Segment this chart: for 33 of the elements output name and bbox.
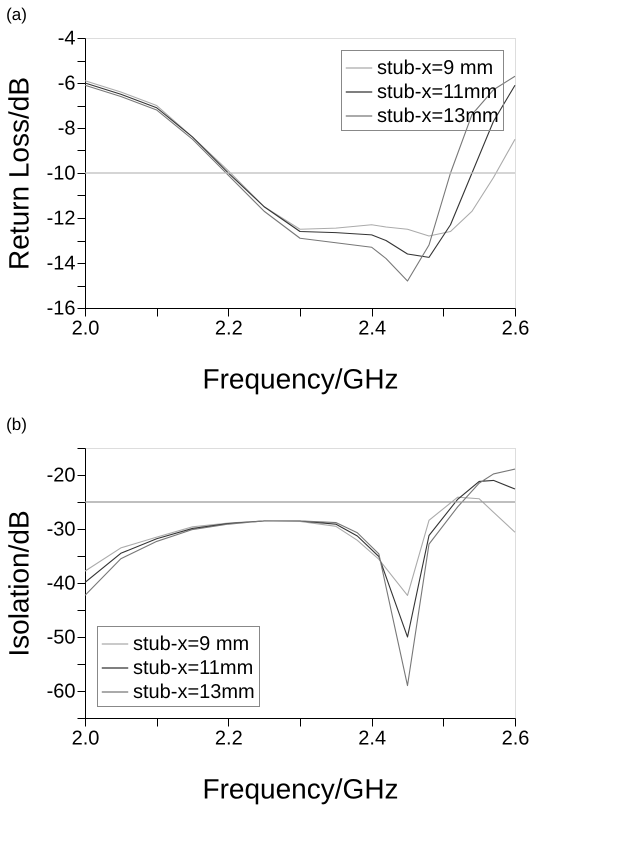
legend-label: stub-x=13mm bbox=[377, 105, 499, 127]
x-tick-label: 2.4 bbox=[358, 728, 386, 750]
x-axis-title: Frequency/GHz bbox=[202, 774, 399, 804]
y-axis-title: Return Loss/dB bbox=[4, 77, 35, 270]
y-tick-label: -16 bbox=[46, 298, 76, 320]
line-series bbox=[84, 496, 516, 596]
chart-title: (a) bbox=[6, 5, 27, 24]
legend-label: stub-x=11mm bbox=[133, 657, 254, 679]
x-tick-label: 2.6 bbox=[502, 318, 530, 340]
x-tick-label: 2.6 bbox=[502, 728, 530, 750]
x-tick-label: 2.0 bbox=[72, 728, 100, 750]
y-tick-label: -40 bbox=[46, 572, 76, 594]
y-tick-label: -50 bbox=[46, 626, 76, 648]
x-axis-title: Frequency/GHz bbox=[202, 364, 399, 394]
y-tick-label: -4 bbox=[58, 28, 76, 50]
legend-label: stub-x=9 mm bbox=[133, 633, 250, 655]
y-tick-label: -20 bbox=[46, 464, 76, 486]
x-tick-label: 2.4 bbox=[358, 318, 386, 340]
y-tick-label: -60 bbox=[46, 680, 76, 702]
x-tick-label: 2.0 bbox=[72, 318, 100, 340]
y-tick-label: -14 bbox=[46, 252, 76, 274]
x-tick-label: 2.2 bbox=[214, 728, 243, 750]
x-tick-label: 2.2 bbox=[214, 318, 243, 340]
y-tick-label: -6 bbox=[58, 72, 76, 94]
y-tick-label: -30 bbox=[46, 518, 76, 540]
legend-label: stub-x=9 mm bbox=[377, 57, 494, 79]
y-tick-label: -8 bbox=[58, 118, 76, 140]
y-axis-title: Isolation/dB bbox=[4, 510, 35, 657]
y-tick-label: -12 bbox=[46, 208, 76, 230]
y-tick-label: -10 bbox=[46, 162, 76, 184]
legend-label: stub-x=11mm bbox=[377, 81, 498, 103]
chart-title: (b) bbox=[6, 415, 27, 434]
legend-label: stub-x=13mm bbox=[133, 681, 255, 703]
